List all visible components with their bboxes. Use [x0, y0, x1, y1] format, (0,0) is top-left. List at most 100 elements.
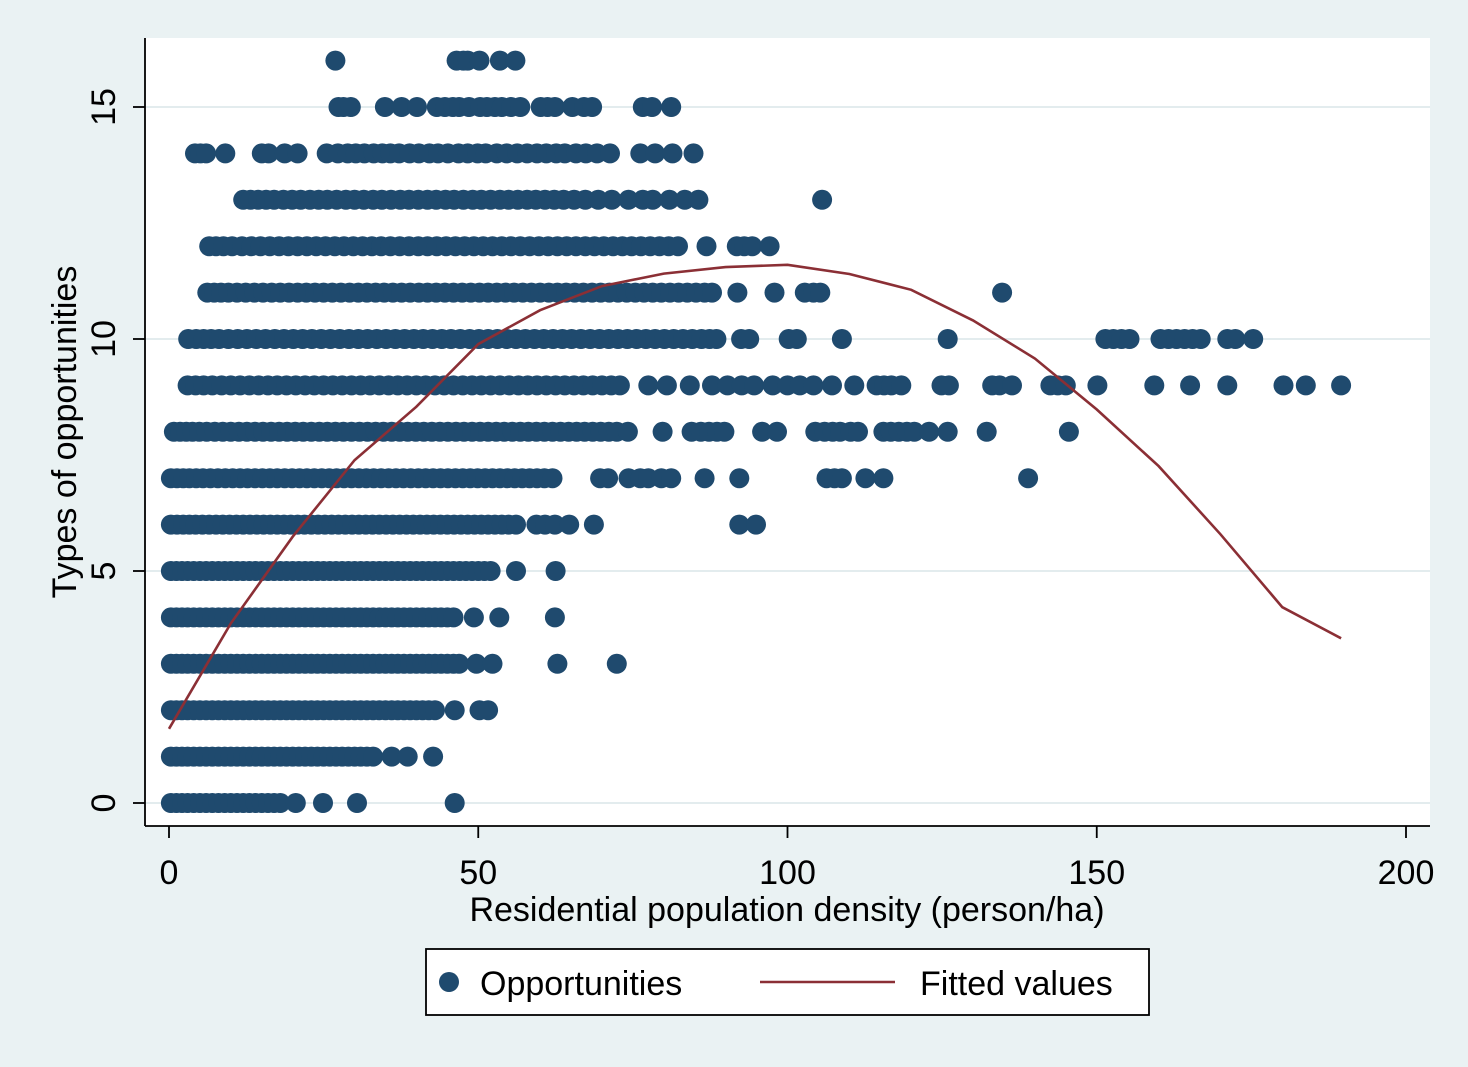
data-point — [510, 97, 531, 117]
data-point — [391, 97, 412, 117]
x-axis-ticks: 0 50 100 150 200 — [160, 826, 1435, 892]
data-point — [196, 143, 217, 164]
data-point — [582, 97, 603, 117]
data-point — [891, 375, 912, 396]
data-point — [706, 329, 727, 349]
data-point — [444, 793, 465, 813]
data-point — [598, 468, 619, 489]
data-point — [1273, 375, 1294, 396]
data-point — [744, 375, 765, 396]
data-point — [661, 97, 682, 117]
data-point — [938, 375, 959, 396]
data-point — [425, 700, 445, 721]
data-point — [482, 653, 503, 674]
y-axis-title: Types of opportunities — [46, 266, 84, 599]
data-point — [694, 468, 715, 489]
data-point — [759, 236, 780, 257]
legend-dot-icon — [439, 972, 459, 992]
data-point — [746, 514, 766, 535]
data-point — [609, 375, 630, 396]
data-point — [287, 143, 308, 164]
data-point — [696, 236, 717, 257]
data-point — [544, 607, 565, 628]
data-point — [1119, 329, 1140, 349]
data-point — [844, 375, 865, 396]
data-point — [937, 329, 958, 349]
data-point — [1018, 468, 1039, 489]
y-tick-label: 10 — [85, 320, 123, 358]
data-point — [506, 514, 526, 535]
data-point — [992, 282, 1013, 303]
data-point — [727, 282, 748, 303]
x-tick-label: 0 — [160, 854, 179, 892]
data-point — [618, 189, 639, 210]
data-point — [767, 421, 787, 442]
data-point — [652, 421, 673, 442]
data-point — [1243, 329, 1264, 349]
data-point — [810, 282, 831, 303]
data-point — [919, 421, 940, 442]
legend: Opportunities Fitted values — [425, 948, 1150, 1016]
data-point — [714, 421, 735, 442]
data-point — [742, 236, 763, 257]
data-point — [215, 143, 236, 164]
data-point — [545, 561, 566, 581]
data-point — [449, 653, 470, 674]
data-point — [325, 50, 346, 71]
data-point — [423, 746, 444, 767]
data-point — [668, 236, 688, 257]
data-point — [285, 793, 306, 813]
data-point — [812, 189, 833, 210]
data-point — [1058, 421, 1079, 442]
data-point — [1144, 375, 1165, 396]
data-point — [786, 329, 807, 349]
data-point — [617, 421, 638, 442]
y-axis-ticks: 0 5 10 15 — [85, 88, 145, 812]
data-point — [340, 97, 361, 117]
data-point — [702, 375, 722, 396]
data-point — [544, 97, 565, 117]
data-point — [638, 375, 659, 396]
data-point — [407, 97, 427, 117]
data-point — [831, 329, 852, 349]
x-tick-label: 150 — [1068, 854, 1125, 892]
data-point — [397, 746, 418, 767]
data-point — [729, 514, 750, 535]
data-point — [363, 746, 384, 767]
data-point — [1217, 375, 1238, 396]
y-tick-label: 15 — [85, 88, 123, 126]
data-point — [258, 143, 279, 164]
data-point — [270, 793, 291, 813]
data-point — [739, 329, 760, 349]
data-point — [347, 793, 367, 813]
data-point — [656, 375, 677, 396]
data-point — [478, 700, 499, 721]
data-point — [873, 468, 894, 489]
y-tick-label: 0 — [85, 794, 123, 813]
data-point — [630, 143, 651, 164]
data-point — [683, 143, 704, 164]
data-point — [702, 282, 722, 303]
data-point — [717, 375, 738, 396]
y-tick-label: 5 — [85, 562, 123, 581]
data-point — [542, 468, 563, 489]
x-tick-label: 200 — [1378, 854, 1435, 892]
x-tick-label: 50 — [459, 854, 497, 892]
data-point — [506, 561, 526, 581]
x-axis-title: Residential population density (person/h… — [469, 891, 1104, 929]
data-point — [466, 653, 487, 674]
data-point — [1295, 375, 1316, 396]
data-point — [600, 143, 620, 164]
data-point — [559, 514, 580, 535]
legend-label-opportunities: Opportunities — [480, 965, 682, 1003]
data-point — [547, 653, 568, 674]
opportunities-points — [160, 50, 1352, 813]
data-point — [1180, 375, 1201, 396]
data-point — [642, 97, 662, 117]
data-point — [642, 189, 663, 210]
data-point — [661, 468, 682, 489]
data-point — [752, 421, 773, 442]
data-point — [381, 746, 402, 767]
data-point — [762, 375, 783, 396]
data-point — [662, 143, 683, 164]
